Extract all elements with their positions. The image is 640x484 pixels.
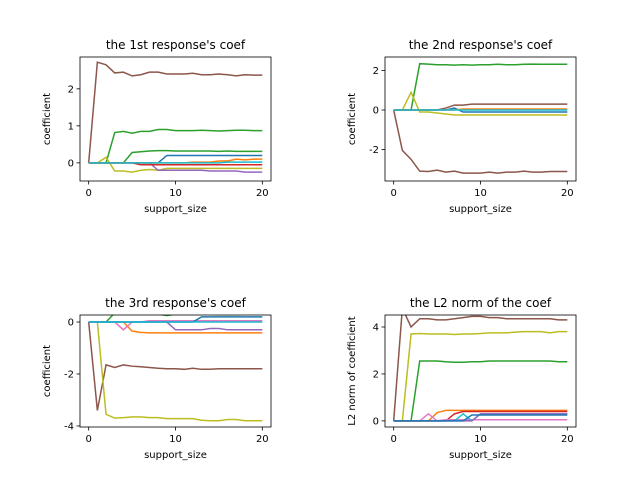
series-line bbox=[393, 414, 568, 422]
y-tick-label: 4 bbox=[373, 322, 379, 333]
series-line bbox=[393, 62, 568, 111]
y-tick-label: -2 bbox=[369, 145, 379, 156]
y-tick-label: 0 bbox=[373, 416, 379, 427]
plot-lines bbox=[87, 61, 263, 173]
x-tick-label: 0 bbox=[390, 434, 396, 445]
x-tick-label: 20 bbox=[256, 188, 269, 199]
x-tick-label: 20 bbox=[561, 434, 574, 445]
subplot-title: the 3rd response's coef bbox=[105, 296, 246, 310]
series-line bbox=[88, 321, 263, 422]
x-tick-label: 10 bbox=[169, 188, 182, 199]
x-tick-label: 20 bbox=[256, 434, 269, 445]
x-tick-label: 0 bbox=[390, 188, 396, 199]
y-tick-label: 0 bbox=[373, 106, 379, 117]
series-line bbox=[393, 360, 568, 422]
subplot-title: the L2 norm of the coef bbox=[410, 296, 552, 310]
series-line bbox=[88, 321, 263, 331]
series-line bbox=[393, 412, 568, 422]
plot-lines bbox=[392, 315, 568, 422]
series-line bbox=[393, 90, 568, 116]
series-line bbox=[88, 319, 263, 331]
y-axis-label: coefficient bbox=[42, 93, 53, 145]
y-axis-label: coefficient bbox=[42, 345, 53, 397]
y-tick-label: 0 bbox=[68, 158, 74, 169]
y-tick-label: 0 bbox=[68, 318, 74, 329]
series-line bbox=[87, 321, 263, 411]
subplot: 0 10 20 0 1 2 the 1st response's coef support_s… bbox=[42, 38, 272, 215]
y-axis-label: coefficient bbox=[347, 93, 358, 145]
series-line bbox=[392, 109, 568, 174]
subplot: 0 10 20 -2 0 2 the 2nd response's coef support_… bbox=[347, 38, 577, 215]
x-axis-label: support_size bbox=[144, 204, 207, 215]
y-tick-label: 2 bbox=[68, 84, 74, 95]
x-tick-label: 10 bbox=[169, 434, 182, 445]
series-line bbox=[88, 321, 263, 334]
series-line bbox=[87, 61, 263, 163]
series-line bbox=[392, 315, 568, 421]
x-tick-label: 0 bbox=[85, 188, 91, 199]
x-axis-label: support_size bbox=[144, 450, 207, 461]
subplot: 0 10 20 -4 -2 0 the 3rd response's coef support… bbox=[42, 296, 272, 461]
x-axis-label: support_size bbox=[449, 204, 512, 215]
x-tick-label: 10 bbox=[474, 434, 487, 445]
x-tick-label: 10 bbox=[474, 188, 487, 199]
axes-frame bbox=[79, 314, 272, 428]
plot-lines bbox=[87, 315, 263, 422]
series-line bbox=[88, 128, 263, 164]
series-line bbox=[88, 156, 263, 173]
series-line bbox=[88, 149, 263, 164]
subplot-title: the 2nd response's coef bbox=[409, 38, 553, 52]
subplot: 0 10 20 0 2 4 the L2 norm of the coef support_s… bbox=[347, 296, 577, 461]
subplot-title: the 1st response's coef bbox=[106, 38, 246, 52]
x-tick-label: 20 bbox=[561, 188, 574, 199]
y-tick-label: 1 bbox=[68, 121, 74, 132]
y-tick-label: -4 bbox=[64, 421, 74, 432]
x-axis-label: support_size bbox=[449, 450, 512, 461]
plot-lines bbox=[392, 62, 568, 174]
y-tick-label: 2 bbox=[373, 66, 379, 77]
y-tick-label: 2 bbox=[373, 369, 379, 380]
x-tick-label: 0 bbox=[85, 434, 91, 445]
y-axis-label: L2 norm of coefficient bbox=[347, 316, 358, 425]
y-tick-label: -2 bbox=[64, 369, 74, 380]
series-line bbox=[88, 161, 263, 164]
series-line bbox=[393, 330, 568, 422]
